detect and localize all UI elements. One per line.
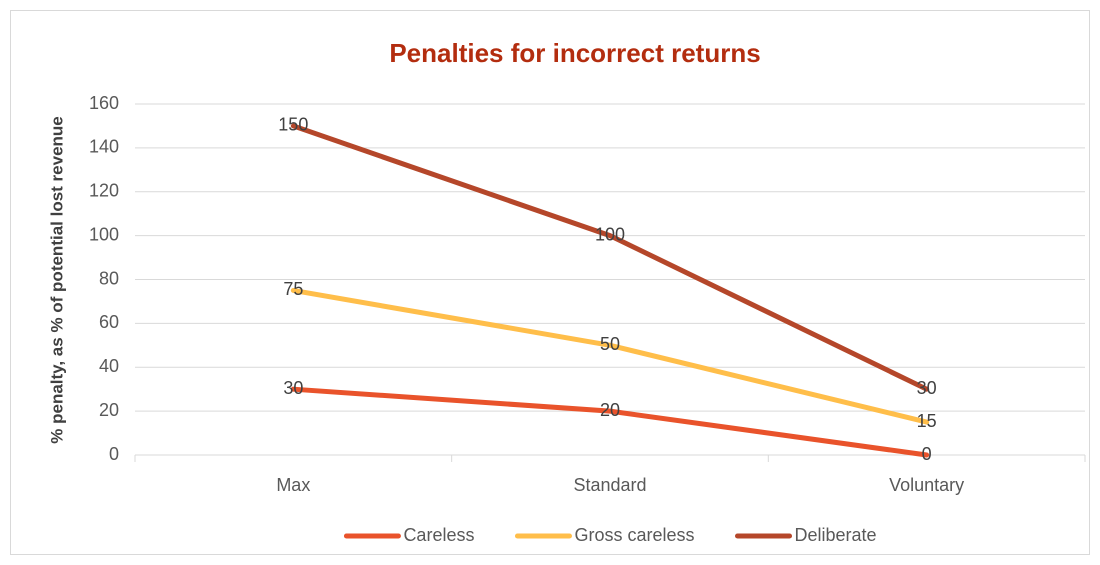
x-tick-label: Voluntary [889, 475, 964, 495]
chart-title: Penalties for incorrect returns [389, 38, 760, 68]
x-tick-label: Max [276, 475, 310, 495]
y-tick-label: 140 [89, 137, 119, 157]
data-label: 50 [600, 334, 620, 354]
data-label: 100 [595, 224, 625, 244]
legend-label: Deliberate [795, 525, 877, 545]
x-tick-label: Standard [573, 475, 646, 495]
series-line [290, 386, 930, 458]
chart-frame [10, 10, 1090, 555]
legend-label: Gross careless [574, 525, 694, 545]
y-tick-label: 20 [99, 400, 119, 420]
y-tick-label: 40 [99, 356, 119, 376]
legend-label: Careless [403, 525, 474, 545]
y-tick-label: 80 [99, 268, 119, 288]
y-tick-label: 60 [99, 312, 119, 332]
y-axis-label: % penalty, as % of potential lost revenu… [47, 116, 66, 443]
y-tick-label: 160 [89, 93, 119, 113]
data-label: 15 [917, 411, 937, 431]
series-line [290, 123, 930, 392]
data-label: 0 [922, 444, 932, 464]
data-label: 30 [283, 378, 303, 398]
series-line [290, 287, 930, 425]
y-tick-label: 0 [109, 444, 119, 464]
data-label: 75 [283, 279, 303, 299]
data-label: 150 [278, 115, 308, 135]
data-label: 30 [917, 378, 937, 398]
y-tick-label: 120 [89, 181, 119, 201]
y-tick-label: 100 [89, 224, 119, 244]
data-label: 20 [600, 400, 620, 420]
